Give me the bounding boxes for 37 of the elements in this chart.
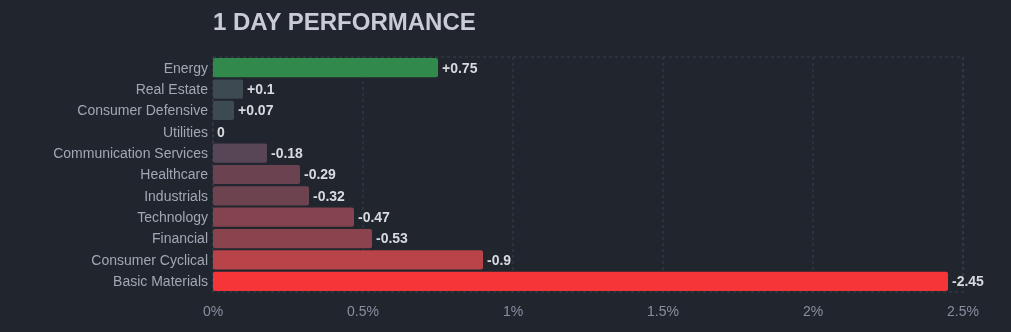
y-tick-label: Consumer Defensive [77,102,209,119]
y-tick-label: Real Estate [135,80,209,97]
data-label: -0.9 [487,251,512,268]
bar [213,164,300,185]
data-label: -2.45 [952,273,985,290]
bar [213,271,948,291]
y-tick-label: Utilities [162,123,208,140]
data-label: -0.47 [358,209,391,226]
y-tick-label: Consumer Cyclical [91,251,208,268]
bar [213,207,354,227]
y-tick-label: Energy [163,59,208,76]
y-tick-label: Technology [137,209,208,226]
x-tick-label: 0% [202,303,224,319]
bar [213,186,309,206]
x-tick-label: 1% [502,303,524,319]
y-tick-label: Healthcare [140,166,209,183]
x-tick-label: 0.5% [347,303,379,319]
y-tick-label: Communication Services [53,145,208,162]
data-label: 0 [217,123,225,140]
data-label: -0.32 [313,187,346,204]
chart-title: 1 DAY PERFORMANCE [213,8,476,35]
data-label: +0.75 [442,59,478,76]
x-tick-label: 1.5% [647,303,679,319]
bar [213,58,438,78]
data-label: -0.18 [271,145,304,162]
y-tick-label: Industrials [144,187,208,204]
bar [213,250,483,270]
y-tick-label: Basic Materials [113,273,208,290]
data-label: +0.07 [238,102,274,119]
x-tick-label: 2% [802,303,824,319]
y-tick-label: Financial [151,230,208,247]
bar [213,143,267,163]
data-label: -0.53 [376,230,409,247]
data-label: -0.29 [304,166,337,183]
bar [213,228,372,249]
data-label: +0.1 [247,80,275,97]
x-tick-label: 2.5% [947,303,979,319]
